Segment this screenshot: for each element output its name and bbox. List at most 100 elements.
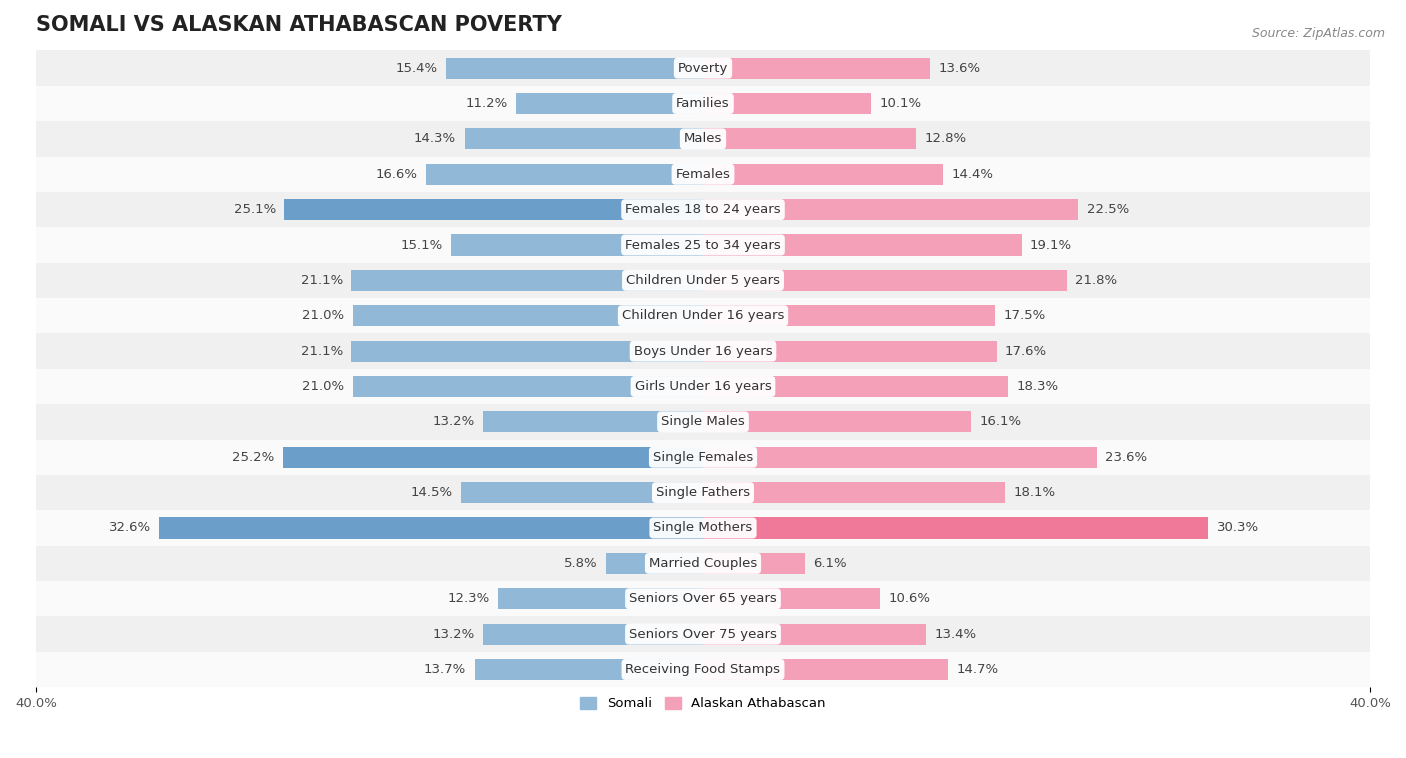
Bar: [703, 199, 1078, 221]
Text: 18.1%: 18.1%: [1014, 486, 1056, 499]
Text: 21.0%: 21.0%: [302, 309, 344, 322]
Text: Girls Under 16 years: Girls Under 16 years: [634, 380, 772, 393]
Bar: [37, 227, 1369, 263]
Text: 21.1%: 21.1%: [301, 274, 343, 287]
Bar: [464, 128, 703, 149]
Text: 6.1%: 6.1%: [813, 557, 846, 570]
Text: 13.7%: 13.7%: [425, 663, 467, 676]
Text: Single Males: Single Males: [661, 415, 745, 428]
Bar: [37, 546, 1369, 581]
Legend: Somali, Alaskan Athabascan: Somali, Alaskan Athabascan: [575, 691, 831, 716]
Text: Children Under 5 years: Children Under 5 years: [626, 274, 780, 287]
Text: 16.6%: 16.6%: [375, 168, 418, 180]
Text: Single Females: Single Females: [652, 451, 754, 464]
Bar: [37, 263, 1369, 298]
Text: Children Under 16 years: Children Under 16 years: [621, 309, 785, 322]
Bar: [703, 482, 1005, 503]
Text: 13.2%: 13.2%: [432, 628, 475, 641]
Text: 10.1%: 10.1%: [880, 97, 922, 110]
Text: Seniors Over 65 years: Seniors Over 65 years: [628, 592, 778, 605]
Bar: [353, 305, 703, 327]
Bar: [353, 376, 703, 397]
Bar: [703, 446, 1097, 468]
Bar: [516, 93, 703, 114]
Bar: [703, 518, 1208, 539]
Text: 32.6%: 32.6%: [108, 522, 150, 534]
Text: 19.1%: 19.1%: [1029, 239, 1071, 252]
Bar: [37, 51, 1369, 86]
Bar: [37, 86, 1369, 121]
Bar: [37, 652, 1369, 688]
Bar: [703, 340, 997, 362]
Text: Single Mothers: Single Mothers: [654, 522, 752, 534]
Bar: [703, 270, 1067, 291]
Text: Boys Under 16 years: Boys Under 16 years: [634, 345, 772, 358]
Text: 16.1%: 16.1%: [980, 415, 1022, 428]
Bar: [703, 93, 872, 114]
Bar: [352, 340, 703, 362]
Bar: [703, 659, 948, 680]
Text: Single Fathers: Single Fathers: [657, 486, 749, 499]
Text: 12.3%: 12.3%: [447, 592, 489, 605]
Bar: [37, 192, 1369, 227]
Bar: [703, 376, 1008, 397]
Bar: [703, 305, 995, 327]
Bar: [159, 518, 703, 539]
Text: 22.5%: 22.5%: [1087, 203, 1129, 216]
Bar: [37, 404, 1369, 440]
Bar: [703, 624, 927, 645]
Text: Source: ZipAtlas.com: Source: ZipAtlas.com: [1251, 27, 1385, 39]
Text: 14.4%: 14.4%: [952, 168, 994, 180]
Text: 25.2%: 25.2%: [232, 451, 274, 464]
Text: 13.4%: 13.4%: [935, 628, 977, 641]
Bar: [451, 234, 703, 255]
Bar: [475, 659, 703, 680]
Bar: [703, 412, 972, 433]
Bar: [426, 164, 703, 185]
Text: Males: Males: [683, 133, 723, 146]
Text: 13.6%: 13.6%: [938, 61, 980, 74]
Text: Females 25 to 34 years: Females 25 to 34 years: [626, 239, 780, 252]
Text: 14.7%: 14.7%: [956, 663, 998, 676]
Text: 30.3%: 30.3%: [1216, 522, 1258, 534]
Text: 21.0%: 21.0%: [302, 380, 344, 393]
Bar: [461, 482, 703, 503]
Bar: [703, 58, 929, 79]
Text: 14.3%: 14.3%: [413, 133, 456, 146]
Bar: [284, 199, 703, 221]
Text: 21.1%: 21.1%: [301, 345, 343, 358]
Bar: [37, 510, 1369, 546]
Text: 25.1%: 25.1%: [233, 203, 276, 216]
Bar: [37, 581, 1369, 616]
Bar: [703, 164, 943, 185]
Bar: [703, 588, 880, 609]
Bar: [703, 553, 804, 574]
Text: 5.8%: 5.8%: [564, 557, 598, 570]
Text: 12.8%: 12.8%: [925, 133, 967, 146]
Text: Married Couples: Married Couples: [650, 557, 756, 570]
Text: Receiving Food Stamps: Receiving Food Stamps: [626, 663, 780, 676]
Text: 10.6%: 10.6%: [889, 592, 931, 605]
Text: 15.1%: 15.1%: [401, 239, 443, 252]
Bar: [482, 412, 703, 433]
Bar: [37, 298, 1369, 334]
Text: Seniors Over 75 years: Seniors Over 75 years: [628, 628, 778, 641]
Bar: [37, 334, 1369, 369]
Bar: [446, 58, 703, 79]
Bar: [37, 157, 1369, 192]
Text: Females: Females: [675, 168, 731, 180]
Text: Poverty: Poverty: [678, 61, 728, 74]
Bar: [703, 234, 1022, 255]
Bar: [352, 270, 703, 291]
Bar: [283, 446, 703, 468]
Text: 11.2%: 11.2%: [465, 97, 508, 110]
Text: Families: Families: [676, 97, 730, 110]
Text: 17.5%: 17.5%: [1002, 309, 1046, 322]
Bar: [37, 616, 1369, 652]
Bar: [37, 121, 1369, 157]
Text: 13.2%: 13.2%: [432, 415, 475, 428]
Bar: [498, 588, 703, 609]
Text: 23.6%: 23.6%: [1105, 451, 1147, 464]
Text: SOMALI VS ALASKAN ATHABASCAN POVERTY: SOMALI VS ALASKAN ATHABASCAN POVERTY: [37, 15, 562, 35]
Bar: [703, 128, 917, 149]
